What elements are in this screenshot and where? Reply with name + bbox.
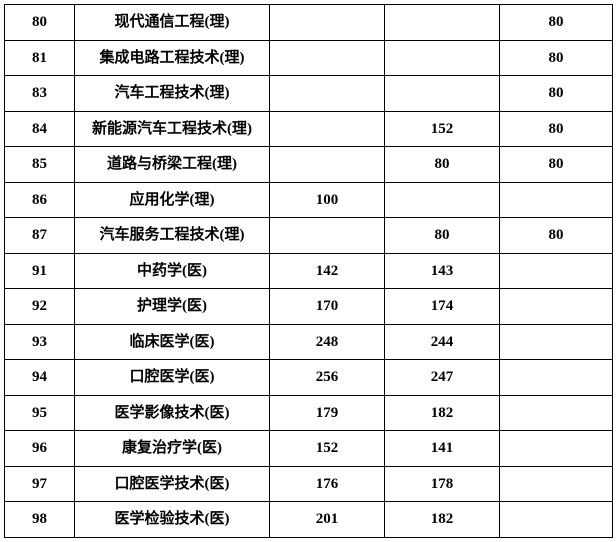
cell-col5 bbox=[500, 289, 613, 325]
cell-col3 bbox=[270, 111, 385, 147]
table-row: 98医学检验技术(医)201182 bbox=[5, 502, 613, 538]
cell-col5: 80 bbox=[500, 76, 613, 112]
cell-id: 84 bbox=[5, 111, 75, 147]
cell-col5 bbox=[500, 395, 613, 431]
table-row: 86应用化学(理)100 bbox=[5, 182, 613, 218]
cell-name: 新能源汽车工程技术(理) bbox=[75, 111, 270, 147]
cell-id: 87 bbox=[5, 218, 75, 254]
cell-col4 bbox=[385, 182, 500, 218]
cell-col3 bbox=[270, 5, 385, 41]
cell-col3: 201 bbox=[270, 502, 385, 538]
table-row: 95医学影像技术(医)179182 bbox=[5, 395, 613, 431]
table-row: 93临床医学(医)248244 bbox=[5, 324, 613, 360]
cell-name: 集成电路工程技术(理) bbox=[75, 40, 270, 76]
cell-col4: 178 bbox=[385, 466, 500, 502]
cell-col5: 80 bbox=[500, 5, 613, 41]
cell-name: 汽车工程技术(理) bbox=[75, 76, 270, 112]
cell-id: 98 bbox=[5, 502, 75, 538]
cell-col3 bbox=[270, 76, 385, 112]
cell-col4: 80 bbox=[385, 218, 500, 254]
table-row: 94口腔医学(医)256247 bbox=[5, 360, 613, 396]
cell-col5 bbox=[500, 182, 613, 218]
cell-col3: 248 bbox=[270, 324, 385, 360]
cell-col4: 182 bbox=[385, 395, 500, 431]
table-row: 96康复治疗学(医)152141 bbox=[5, 431, 613, 467]
table-row: 81集成电路工程技术(理) 80 bbox=[5, 40, 613, 76]
cell-col4: 80 bbox=[385, 147, 500, 183]
cell-name: 口腔医学技术(医) bbox=[75, 466, 270, 502]
cell-col4: 141 bbox=[385, 431, 500, 467]
cell-col3: 170 bbox=[270, 289, 385, 325]
cell-id: 85 bbox=[5, 147, 75, 183]
cell-id: 93 bbox=[5, 324, 75, 360]
table-row: 97口腔医学技术(医)176178 bbox=[5, 466, 613, 502]
cell-id: 91 bbox=[5, 253, 75, 289]
cell-id: 83 bbox=[5, 76, 75, 112]
cell-col5: 80 bbox=[500, 40, 613, 76]
cell-id: 81 bbox=[5, 40, 75, 76]
cell-col5 bbox=[500, 360, 613, 396]
cell-col4: 182 bbox=[385, 502, 500, 538]
cell-name: 临床医学(医) bbox=[75, 324, 270, 360]
cell-col5 bbox=[500, 324, 613, 360]
cell-col4: 143 bbox=[385, 253, 500, 289]
cell-col3: 179 bbox=[270, 395, 385, 431]
cell-col5 bbox=[500, 502, 613, 538]
cell-col5: 80 bbox=[500, 111, 613, 147]
cell-col3: 152 bbox=[270, 431, 385, 467]
cell-col4 bbox=[385, 40, 500, 76]
cell-col3 bbox=[270, 147, 385, 183]
cell-id: 97 bbox=[5, 466, 75, 502]
cell-col5: 80 bbox=[500, 218, 613, 254]
cell-col5: 80 bbox=[500, 147, 613, 183]
cell-name: 道路与桥梁工程(理) bbox=[75, 147, 270, 183]
cell-col3 bbox=[270, 40, 385, 76]
cell-col4: 174 bbox=[385, 289, 500, 325]
data-table: 80现代通信工程(理)8081集成电路工程技术(理)8083汽车工程技术(理)8… bbox=[4, 4, 613, 538]
cell-col5 bbox=[500, 431, 613, 467]
cell-col4: 247 bbox=[385, 360, 500, 396]
cell-name: 护理学(医) bbox=[75, 289, 270, 325]
cell-col5 bbox=[500, 253, 613, 289]
table-row: 80现代通信工程(理)80 bbox=[5, 5, 613, 41]
cell-col3 bbox=[270, 218, 385, 254]
cell-col3: 176 bbox=[270, 466, 385, 502]
cell-name: 康复治疗学(医) bbox=[75, 431, 270, 467]
cell-id: 95 bbox=[5, 395, 75, 431]
cell-col4: 244 bbox=[385, 324, 500, 360]
cell-col4 bbox=[385, 76, 500, 112]
cell-col3: 100 bbox=[270, 182, 385, 218]
table-row: 83汽车工程技术(理) 80 bbox=[5, 76, 613, 112]
cell-name: 应用化学(理) bbox=[75, 182, 270, 218]
cell-name: 现代通信工程(理) bbox=[75, 5, 270, 41]
cell-id: 80 bbox=[5, 5, 75, 41]
table-row: 84新能源汽车工程技术(理) 15280 bbox=[5, 111, 613, 147]
table-row: 85道路与桥梁工程(理) 8080 bbox=[5, 147, 613, 183]
cell-col5 bbox=[500, 466, 613, 502]
cell-id: 94 bbox=[5, 360, 75, 396]
cell-col3: 142 bbox=[270, 253, 385, 289]
table-row: 92护理学(医)170174 bbox=[5, 289, 613, 325]
cell-name: 医学影像技术(医) bbox=[75, 395, 270, 431]
cell-name: 汽车服务工程技术(理) bbox=[75, 218, 270, 254]
cell-name: 医学检验技术(医) bbox=[75, 502, 270, 538]
cell-col3: 256 bbox=[270, 360, 385, 396]
table-row: 87汽车服务工程技术(理) 8080 bbox=[5, 218, 613, 254]
cell-id: 96 bbox=[5, 431, 75, 467]
cell-col4: 152 bbox=[385, 111, 500, 147]
cell-id: 86 bbox=[5, 182, 75, 218]
cell-col4 bbox=[385, 5, 500, 41]
cell-name: 中药学(医) bbox=[75, 253, 270, 289]
cell-id: 92 bbox=[5, 289, 75, 325]
cell-name: 口腔医学(医) bbox=[75, 360, 270, 396]
table-row: 91中药学(医)142143 bbox=[5, 253, 613, 289]
